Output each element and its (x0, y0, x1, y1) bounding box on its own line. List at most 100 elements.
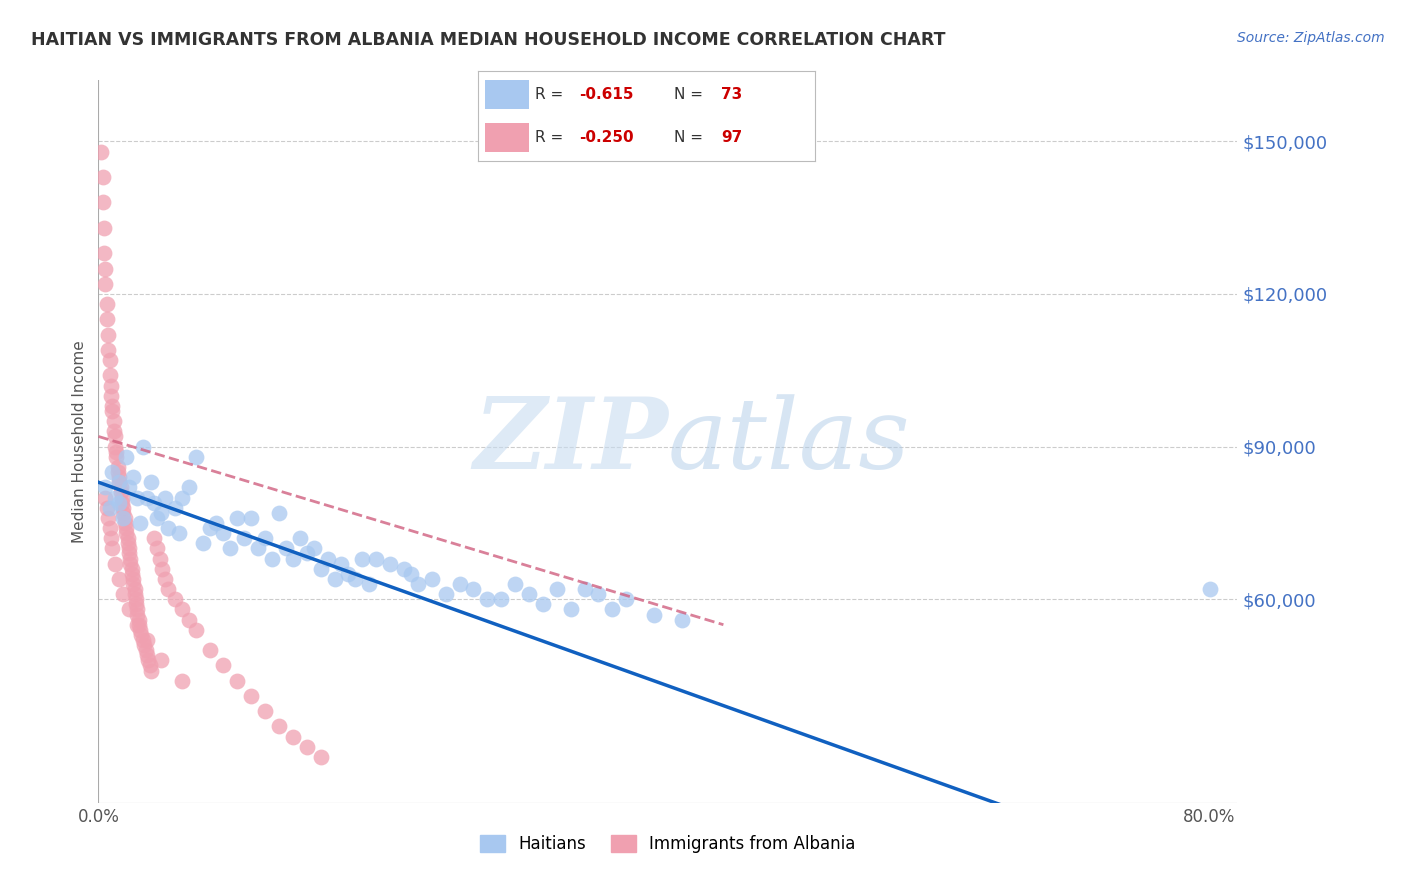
Bar (485, 123, 529, 152)
Point (449, 577, 471, 591)
Point (129, 623, 152, 637)
Point (93, 220, 115, 235)
Point (111, 495, 134, 509)
Point (108, 475, 131, 490)
Point (93, 246, 115, 260)
Point (212, 658, 235, 673)
Point (163, 592, 186, 607)
Point (309, 750, 332, 764)
Legend: Haitians, Immigrants from Albania: Haitians, Immigrants from Albania (474, 828, 862, 860)
Point (274, 541, 297, 556)
Point (97, 343, 120, 357)
Point (104, 557, 127, 571)
Point (153, 572, 176, 586)
Point (295, 546, 318, 560)
Point (392, 562, 415, 576)
Point (156, 582, 179, 596)
Point (124, 587, 146, 601)
Point (127, 607, 149, 622)
Point (352, 551, 374, 566)
Point (267, 506, 290, 520)
Point (531, 598, 554, 612)
Point (108, 475, 131, 490)
Point (153, 491, 176, 505)
Point (477, 592, 499, 607)
Point (94, 261, 117, 276)
Point (117, 531, 139, 545)
Point (115, 521, 138, 535)
Point (98, 521, 121, 535)
Point (114, 511, 136, 525)
Point (94, 480, 117, 494)
Point (163, 500, 186, 515)
Point (156, 521, 179, 535)
Point (110, 485, 132, 500)
Point (125, 598, 148, 612)
Text: 97: 97 (721, 130, 742, 145)
Point (90, 145, 112, 159)
Point (149, 506, 172, 520)
Point (112, 500, 135, 515)
Point (114, 516, 136, 530)
Point (122, 470, 145, 484)
Point (184, 450, 207, 464)
Point (132, 440, 155, 454)
Point (136, 491, 159, 505)
Text: R =: R = (536, 130, 568, 145)
Point (150, 562, 173, 576)
Point (118, 546, 141, 560)
Point (434, 587, 457, 601)
Point (600, 602, 623, 616)
Point (101, 541, 124, 556)
Point (517, 587, 540, 601)
Point (115, 526, 138, 541)
Point (97, 327, 120, 342)
Text: ZIP: ZIP (472, 393, 668, 490)
Point (118, 480, 141, 494)
Point (136, 632, 159, 647)
Point (671, 613, 693, 627)
Point (198, 521, 221, 535)
Point (240, 511, 263, 525)
Point (125, 592, 148, 607)
Point (120, 557, 142, 571)
Point (309, 562, 332, 576)
Y-axis label: Median Household Income: Median Household Income (72, 340, 87, 543)
Point (96, 312, 118, 326)
Point (118, 602, 141, 616)
Point (143, 495, 166, 509)
Text: N =: N = (673, 130, 707, 145)
Point (260, 551, 283, 566)
Point (316, 551, 339, 566)
Point (96, 297, 118, 311)
Point (149, 653, 172, 667)
Point (212, 526, 235, 541)
Text: -0.615: -0.615 (579, 87, 634, 102)
Point (122, 577, 145, 591)
Text: -0.250: -0.250 (579, 130, 634, 145)
Point (104, 429, 127, 443)
Point (112, 506, 135, 520)
Point (118, 541, 141, 556)
Point (138, 653, 160, 667)
Point (96, 500, 118, 515)
Point (117, 536, 139, 550)
Point (122, 572, 145, 586)
Point (588, 587, 610, 601)
Point (198, 643, 221, 657)
Point (366, 551, 388, 566)
Point (127, 617, 149, 632)
Point (135, 643, 157, 657)
Point (546, 582, 568, 596)
Point (91, 195, 114, 210)
Point (120, 551, 142, 566)
Point (111, 491, 134, 505)
Point (503, 577, 526, 591)
Point (399, 566, 422, 581)
Point (330, 557, 353, 571)
Point (177, 613, 200, 627)
Bar (485, 80, 529, 109)
Point (131, 628, 153, 642)
Point (100, 378, 122, 392)
Point (226, 673, 249, 688)
